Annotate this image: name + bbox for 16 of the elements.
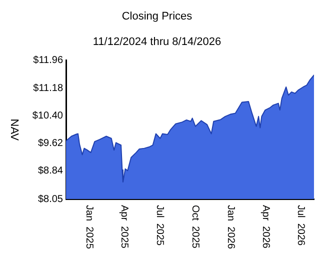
y-axis-title: NAV — [8, 118, 20, 142]
x-tick-label: Apr 2025 — [118, 205, 130, 249]
x-tick-label: Jan 2025 — [84, 205, 95, 250]
y-tick-label: $11.18 — [33, 82, 64, 94]
x-tick-label: Apr 2026 — [260, 205, 271, 249]
y-tick-label: $11.96 — [33, 55, 64, 66]
y-tick-label: $8.05 — [38, 194, 64, 205]
y-tick-label: $9.62 — [38, 138, 64, 150]
x-tick-label: Jul 2025 — [154, 205, 165, 246]
x-tick-label: Jan 2026 — [225, 205, 236, 250]
y-tick-label: $10.40 — [32, 110, 64, 122]
chart-title: Closing Prices — [122, 10, 193, 23]
chart-subtitle: 11/12/2024 thru 8/14/2026 — [92, 36, 222, 48]
x-tick-label: Oct 2025 — [189, 205, 200, 249]
x-tick-label: Jul 2026 — [295, 205, 306, 246]
y-tick-label: $8.84 — [38, 166, 64, 177]
